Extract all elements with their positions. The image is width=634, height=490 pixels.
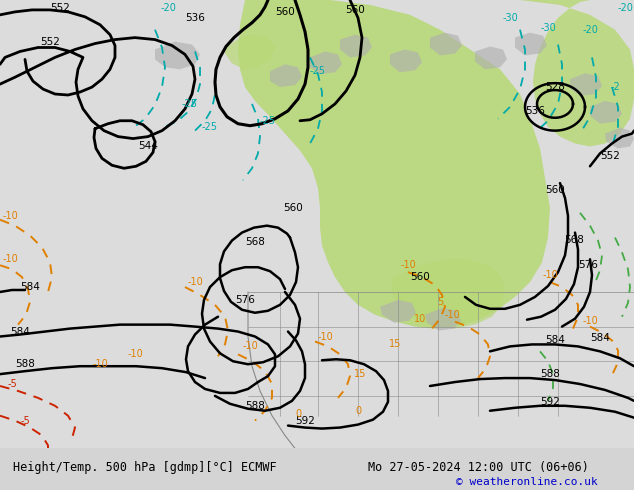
Text: -10: -10 <box>444 310 460 320</box>
Text: -10: -10 <box>317 332 333 342</box>
Text: -25: -25 <box>182 99 198 109</box>
Polygon shape <box>155 42 200 69</box>
Polygon shape <box>340 35 372 57</box>
Text: -10: -10 <box>92 359 108 369</box>
Text: 536: 536 <box>185 13 205 23</box>
Text: 584: 584 <box>545 336 565 345</box>
Text: Mo 27-05-2024 12:00 UTC (06+06): Mo 27-05-2024 12:00 UTC (06+06) <box>368 461 588 474</box>
Text: 5: 5 <box>437 297 443 307</box>
Text: 560: 560 <box>410 272 430 282</box>
Text: -10: -10 <box>187 277 203 287</box>
Polygon shape <box>590 101 622 123</box>
Text: 592: 592 <box>295 416 315 426</box>
Text: -5: -5 <box>20 416 30 426</box>
Text: -10: -10 <box>542 270 558 280</box>
Polygon shape <box>390 49 422 72</box>
Text: 576: 576 <box>578 260 598 270</box>
Text: -10: -10 <box>127 349 143 359</box>
Text: 15: 15 <box>354 369 366 379</box>
Text: -20: -20 <box>160 3 176 13</box>
Text: 568: 568 <box>245 238 265 247</box>
Text: 552: 552 <box>40 37 60 47</box>
Text: 584: 584 <box>10 326 30 337</box>
Text: -30: -30 <box>502 13 518 23</box>
Text: 588: 588 <box>245 401 265 411</box>
Text: 576: 576 <box>235 295 255 305</box>
Text: -10: -10 <box>582 316 598 326</box>
Polygon shape <box>225 35 275 69</box>
Polygon shape <box>430 33 462 55</box>
Text: © weatheronline.co.uk: © weatheronline.co.uk <box>456 477 598 487</box>
Text: 0: 0 <box>355 406 361 416</box>
Text: 552: 552 <box>50 3 70 13</box>
Text: 568: 568 <box>564 235 584 245</box>
Text: 560: 560 <box>545 185 565 195</box>
Text: 584: 584 <box>590 334 610 343</box>
Text: 560: 560 <box>275 7 295 17</box>
Text: 544: 544 <box>138 142 158 151</box>
Text: 592: 592 <box>540 397 560 407</box>
Text: 536: 536 <box>525 106 545 116</box>
Text: -25: -25 <box>260 116 276 126</box>
Polygon shape <box>380 300 416 322</box>
Text: 588: 588 <box>540 369 560 379</box>
Text: -20: -20 <box>617 3 633 13</box>
Text: -25: -25 <box>310 66 326 76</box>
Text: 588: 588 <box>15 359 35 369</box>
Polygon shape <box>425 308 461 331</box>
Polygon shape <box>475 47 507 69</box>
Text: 560: 560 <box>345 5 365 15</box>
Text: 552: 552 <box>600 151 620 161</box>
Text: -10: -10 <box>400 260 416 270</box>
Text: 15: 15 <box>389 340 401 349</box>
Text: 560: 560 <box>283 203 303 213</box>
Text: 0: 0 <box>295 409 301 419</box>
Text: 528: 528 <box>545 82 565 92</box>
Text: -5: -5 <box>7 379 17 389</box>
Polygon shape <box>605 128 634 148</box>
Polygon shape <box>570 73 602 96</box>
Polygon shape <box>392 259 505 329</box>
Polygon shape <box>270 64 302 87</box>
Polygon shape <box>310 51 342 74</box>
Text: 10: 10 <box>414 314 426 324</box>
Polygon shape <box>480 0 634 147</box>
Text: -10: -10 <box>242 342 258 351</box>
Text: Height/Temp. 500 hPa [gdmp][°C] ECMWF: Height/Temp. 500 hPa [gdmp][°C] ECMWF <box>13 461 276 474</box>
Text: -2: -2 <box>610 82 620 92</box>
Text: -25: -25 <box>202 122 218 132</box>
Text: -20: -20 <box>582 24 598 35</box>
Text: -10: -10 <box>2 254 18 264</box>
Text: -30: -30 <box>540 23 556 33</box>
Polygon shape <box>515 33 547 55</box>
Polygon shape <box>238 0 550 329</box>
Text: 584: 584 <box>20 282 40 292</box>
Text: -10: -10 <box>2 211 18 221</box>
